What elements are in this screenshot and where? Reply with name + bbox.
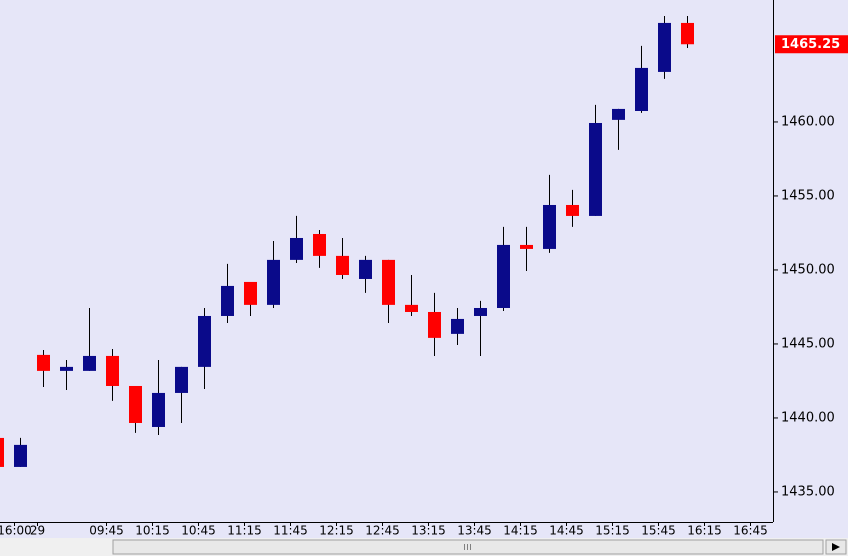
- scroll-arrow: [832, 543, 840, 551]
- last-price-label: 1465.25: [781, 37, 840, 52]
- y-tick-label: 1450.00: [781, 262, 835, 277]
- candle-body: [520, 244, 533, 249]
- candle-body: [405, 304, 418, 312]
- candle-body: [451, 318, 464, 334]
- candle-body: [336, 255, 349, 275]
- x-tick-label: 14:45: [549, 524, 584, 538]
- x-tick-label: 11:15: [227, 524, 262, 538]
- candle-body: [474, 307, 487, 316]
- candle-body: [106, 355, 119, 386]
- x-tick-label: 16:45: [733, 524, 768, 538]
- y-tick-label: 1460.00: [781, 114, 835, 129]
- y-tick-label: 1440.00: [781, 410, 835, 425]
- y-tick-label: 1435.00: [781, 484, 835, 499]
- background: [0, 0, 848, 538]
- x-tick-label: 12:45: [365, 524, 400, 538]
- candle-body: [497, 244, 510, 308]
- candle-body: [14, 444, 27, 467]
- x-tick-label: 16:15: [687, 524, 722, 538]
- candle-body: [0, 437, 4, 467]
- x-tick-label: 10:15: [135, 524, 170, 538]
- candle-body: [244, 281, 257, 305]
- candle-body: [83, 355, 96, 371]
- x-tick-label: 15:15: [595, 524, 630, 538]
- candle-body: [129, 385, 142, 423]
- candle-body: [198, 315, 211, 367]
- candle-body: [543, 204, 556, 249]
- candle-body: [681, 22, 694, 45]
- x-tick-label: 09:45: [89, 524, 124, 538]
- candle-body: [382, 259, 395, 305]
- x-tick-label: 15:45: [641, 524, 676, 538]
- plot-area: 1435.00 1440.00 1445.00 1450.00 1455.00 1460.…: [0, 15, 835, 499]
- scrollbar-grip: [464, 544, 471, 550]
- candle-body: [290, 237, 303, 260]
- candle-body: [635, 67, 648, 112]
- x-tick-label: 13:15: [411, 524, 446, 538]
- candle-body: [313, 233, 326, 256]
- candle-body: [267, 259, 280, 305]
- x-tick-label: 16:00: [0, 524, 32, 538]
- x-tick-label: 14:15: [503, 524, 538, 538]
- candle-body: [658, 22, 671, 72]
- candle-body: [359, 259, 372, 279]
- x-tick-label: 12:15: [319, 524, 354, 538]
- candle-body: [612, 108, 625, 120]
- x-tick-label: 29: [30, 524, 45, 538]
- x-tick-label: 13:45: [457, 524, 492, 538]
- candle-body: [60, 366, 73, 371]
- candle-body: [428, 311, 441, 338]
- candle-body: [589, 122, 602, 216]
- candle-body: [152, 392, 165, 427]
- y-tick-label: 1455.00: [781, 188, 835, 203]
- candle-body: [566, 204, 579, 216]
- candle-body: [175, 366, 188, 393]
- candle-body: [221, 285, 234, 316]
- last-price-box: [775, 35, 848, 54]
- x-tick-label: 10:45: [181, 524, 216, 538]
- candle-body: [37, 354, 50, 371]
- y-tick-label: 1445.00: [781, 336, 835, 351]
- x-tick-label: 11:45: [273, 524, 308, 538]
